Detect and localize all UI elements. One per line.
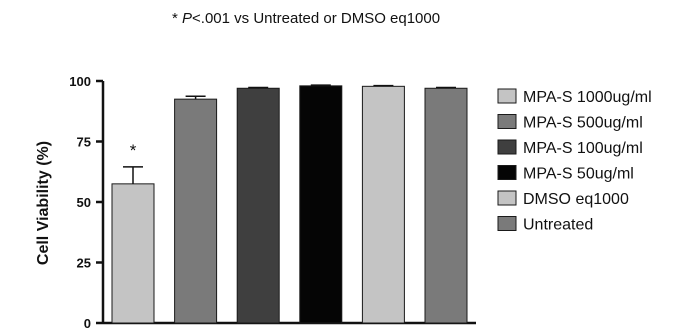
legend-label: MPA-S 100ug/ml (523, 140, 643, 157)
legend-swatch (497, 190, 517, 206)
bar (299, 85, 343, 324)
y-tick-label: 100 (69, 74, 91, 89)
legend-label: Untreated (523, 217, 593, 234)
legend-label: MPA-S 500ug/ml (523, 115, 643, 132)
y-tick-label: 0 (84, 316, 91, 331)
significance-note: * P<.001 vs Untreated or DMSO eq1000 (172, 10, 440, 27)
legend-swatch (497, 114, 517, 129)
bar (361, 85, 405, 324)
legend-swatch (497, 88, 517, 104)
note-text: <.001 vs Untreated or DMSO eq1000 (192, 10, 440, 27)
y-tick-label: 75 (77, 135, 91, 150)
y-axis-title: Cell Viability (%) (35, 141, 52, 265)
legend-label: MPA-S 1000ug/ml (523, 89, 652, 106)
legend-label: MPA-S 50ug/ml (523, 166, 634, 183)
y-tick-label: 50 (77, 195, 91, 210)
bar (424, 87, 468, 324)
significance-marker: * (130, 141, 137, 160)
y-axis: 0 25 50 75 100 (69, 74, 476, 331)
legend-swatch (497, 165, 517, 180)
legend-label: DMSO eq1000 (523, 191, 629, 208)
legend: MPA-S 1000ug/ml MPA-S 500ug/ml MPA-S 100ug… (497, 88, 652, 234)
note-p-value-symbol: P (182, 10, 192, 27)
bar (236, 87, 280, 324)
bar (111, 183, 155, 324)
bar (174, 98, 218, 324)
legend-swatch (497, 216, 517, 231)
y-tick-label: 25 (77, 256, 91, 271)
note-prefix: * (172, 10, 182, 27)
legend-swatch (497, 139, 517, 155)
bars: * (111, 84, 468, 324)
